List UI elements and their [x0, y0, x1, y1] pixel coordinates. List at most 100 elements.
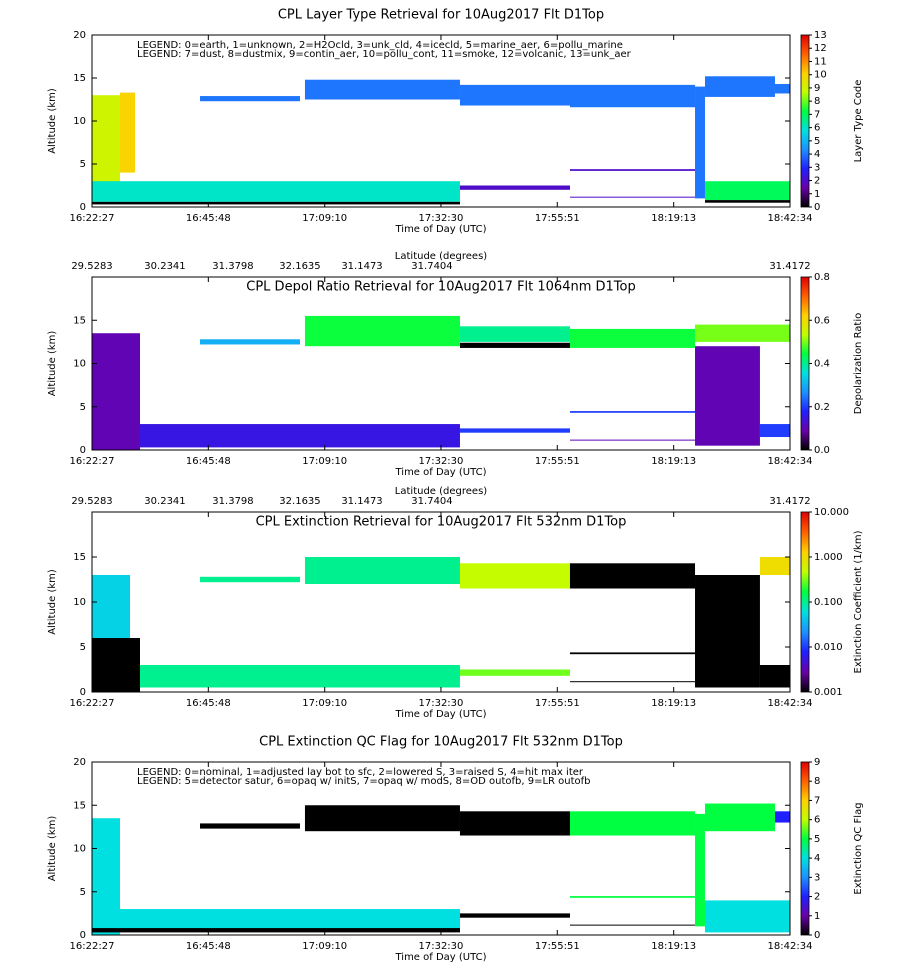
- y-tick-label: 20: [73, 757, 86, 768]
- colorbar: [800, 511, 810, 693]
- x-tick-label: 16:22:27: [70, 456, 115, 467]
- x-tick-label: 18:42:34: [768, 698, 813, 709]
- layer: [569, 328, 696, 348]
- colorbar-tick-label: 0.6: [814, 315, 830, 326]
- layer: [569, 563, 696, 589]
- x-tick-label: 18:19:13: [651, 698, 696, 709]
- colorbar-tick-label: 6: [814, 123, 820, 134]
- chart-title: CPL Extinction QC Flag for 10Aug2017 Flt…: [259, 735, 623, 750]
- layer: [200, 823, 300, 829]
- x-tick-label: 17:55:51: [535, 941, 580, 952]
- layer: [304, 79, 460, 100]
- lat-tick-label: 31.4172: [769, 496, 810, 507]
- layer: [92, 181, 460, 202]
- colorbar-tick-label: 5: [814, 834, 820, 845]
- legend-text: LEGEND: 0=nominal, 1=adjusted lay bot to…: [137, 767, 584, 778]
- x-tick-label: 18:19:13: [651, 941, 696, 952]
- layer: [759, 424, 790, 438]
- colorbar-tick-label: 1: [814, 911, 820, 922]
- x-tick-label: 17:32:30: [418, 213, 463, 224]
- y-tick-label: 5: [80, 642, 86, 653]
- layer: [569, 84, 696, 108]
- layer: [459, 563, 570, 589]
- layer: [704, 200, 790, 203]
- y-tick-label: 0: [80, 930, 86, 941]
- layer: [139, 424, 460, 448]
- colorbar-tick-label: 8: [814, 96, 820, 107]
- colorbar-tick-label: 11: [814, 56, 827, 67]
- colorbar-tick-label: 4: [814, 853, 820, 864]
- layer: [569, 811, 696, 836]
- colorbar-tick-label: 8: [814, 776, 820, 787]
- y-tick-label: 10: [73, 597, 86, 608]
- colorbar-tick-label: 10: [814, 70, 827, 81]
- lat-tick-label: 31.3798: [212, 261, 253, 272]
- y-tick-label: 15: [73, 552, 86, 563]
- y-tick-label: 15: [73, 800, 86, 811]
- colorbar-tick-label: 0.8: [814, 272, 830, 283]
- y-tick-label: 15: [73, 73, 86, 84]
- colorbar-tick-label: 0.001: [814, 687, 843, 698]
- colorbar-label: Depolarization Ratio: [853, 313, 864, 415]
- layer: [459, 913, 570, 918]
- colorbar-tick-label: 2: [814, 176, 820, 187]
- legend-text: LEGEND: 0=earth, 1=unknown, 2=H2Ocld, 3=…: [137, 40, 623, 51]
- layer: [304, 805, 460, 832]
- lat-tick-label: 32.1635: [279, 261, 320, 272]
- x-axis-label: Time of Day (UTC): [394, 709, 486, 720]
- legend-text: LEGEND: 7=dust, 8=dustmix, 9=contin_aer,…: [137, 49, 632, 60]
- y-tick-label: 10: [73, 116, 86, 127]
- x-tick-label: 18:19:13: [651, 213, 696, 224]
- colorbar-tick-label: 9: [814, 83, 820, 94]
- x-axis-label: Time of Day (UTC): [394, 467, 486, 478]
- lat-axis-label: Latitude (degrees): [395, 486, 487, 497]
- x-tick-label: 17:32:30: [418, 456, 463, 467]
- lat-tick-label: 29.5283: [71, 261, 112, 272]
- x-tick-label: 16:22:27: [70, 941, 115, 952]
- x-tick-label: 17:09:10: [302, 456, 347, 467]
- layer: [459, 428, 570, 433]
- colorbar-label: Layer Type Code: [853, 80, 864, 163]
- y-tick-label: 20: [73, 30, 86, 41]
- lat-tick-label: 30.2341: [144, 261, 185, 272]
- layer: [119, 909, 460, 931]
- lat-tick-label: 31.1473: [341, 261, 382, 272]
- colorbar-tick-label: 5: [814, 136, 820, 147]
- x-tick-label: 17:32:30: [418, 941, 463, 952]
- x-axis-label: Time of Day (UTC): [394, 952, 486, 963]
- layer: [759, 557, 790, 575]
- colorbar-tick-label: 0.010: [814, 642, 843, 653]
- layer: [569, 169, 696, 171]
- lat-tick-label: 29.5283: [71, 496, 112, 507]
- layer: [304, 315, 460, 347]
- y-tick-label: 15: [73, 315, 86, 326]
- colorbar-tick-label: 2: [814, 892, 820, 903]
- x-tick-label: 18:42:34: [768, 456, 813, 467]
- colorbar-tick-label: 13: [814, 30, 827, 41]
- layer: [92, 928, 460, 933]
- colorbar: [800, 761, 810, 936]
- layer: [569, 652, 696, 655]
- layer: [459, 185, 570, 190]
- x-tick-label: 17:55:51: [535, 213, 580, 224]
- layer: [304, 557, 460, 584]
- colorbar-tick-label: 0: [814, 930, 820, 941]
- layer: [459, 326, 570, 342]
- x-tick-label: 16:22:27: [70, 698, 115, 709]
- layer: [704, 181, 790, 201]
- y-tick-label: 0: [80, 202, 86, 213]
- layer: [139, 665, 460, 688]
- lat-tick-label: 31.4172: [769, 261, 810, 272]
- layer: [92, 575, 131, 647]
- layer: [695, 575, 760, 688]
- lat-tick-label: 31.1473: [341, 496, 382, 507]
- y-tick-label: 5: [80, 159, 86, 170]
- colorbar-tick-label: 12: [814, 43, 827, 54]
- colorbar-tick-label: 1.000: [814, 552, 843, 563]
- colorbar-tick-label: 0.2: [814, 402, 830, 413]
- layer: [695, 813, 705, 927]
- layer: [200, 96, 300, 102]
- layer: [695, 346, 760, 446]
- lat-tick-label: 31.7404: [411, 496, 452, 507]
